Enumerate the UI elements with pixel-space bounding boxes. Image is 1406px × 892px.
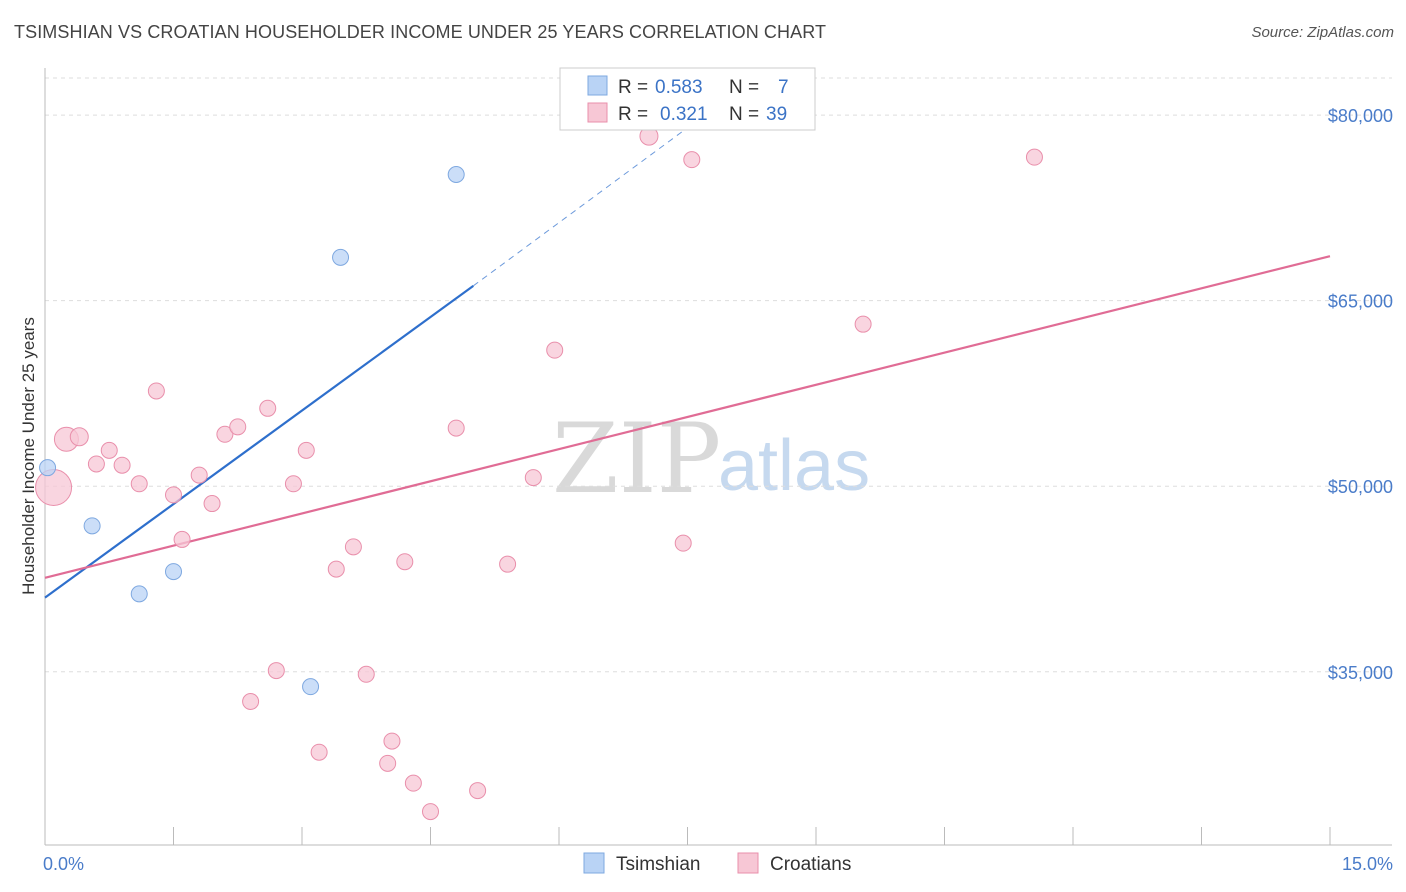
point-croatians [683, 151, 701, 169]
point-croatians [546, 341, 564, 359]
point-tsimshian [39, 459, 57, 477]
point-croatians [297, 441, 315, 459]
x-tick-label: 15.0% [1342, 854, 1393, 874]
point-tsimshian [165, 563, 182, 581]
chart-title: TSIMSHIAN VS CROATIAN HOUSEHOLDER INCOME… [14, 22, 827, 42]
point-croatians [1025, 148, 1043, 166]
point-croatians [242, 692, 260, 710]
legend-r-label-croatians: R = [618, 104, 648, 125]
x-tick-label: 0.0% [43, 854, 84, 874]
point-croatians [284, 475, 302, 493]
point-croatians [469, 782, 487, 800]
bottom-legend-swatch-tsimshian [583, 852, 605, 874]
watermark-zip: ZIP [552, 403, 721, 515]
point-croatians [165, 486, 182, 504]
point-croatians [147, 382, 165, 400]
bottom-legend-label-tsimshian: Tsimshian [616, 854, 700, 875]
legend-n-value-croatians: 39 [766, 104, 787, 125]
y-tick-label: $35,000 [1328, 663, 1393, 683]
point-croatians [130, 475, 148, 493]
point-croatians [404, 774, 422, 792]
point-croatians [379, 754, 397, 772]
legend-swatch-tsimshian [587, 75, 608, 96]
point-croatians [447, 419, 465, 437]
bottom-legend-label-croatians: Croatians [770, 854, 851, 875]
grid-lines [45, 77, 1392, 673]
point-croatians [259, 399, 277, 417]
trend-line-tsimshian [44, 284, 474, 599]
point-croatians [190, 466, 208, 484]
point-tsimshian [302, 678, 320, 696]
legend-r-value-tsimshian: 0.583 [655, 77, 703, 98]
point-tsimshian [332, 248, 350, 266]
legend-r-label-tsimshian: R = [618, 77, 648, 98]
watermark-atlas: atlas [718, 426, 870, 506]
point-croatians [310, 743, 328, 761]
point-croatians [383, 732, 401, 750]
point-tsimshian [130, 585, 148, 603]
legend-r-value-croatians: 0.321 [660, 104, 708, 125]
data-points [35, 126, 1043, 821]
point-croatians [327, 560, 345, 578]
point-croatians [524, 469, 542, 487]
point-croatians [422, 803, 439, 821]
legend: R = 0.583 N = 7 R = 0.321 N = 39 [559, 67, 816, 131]
y-axis-label: Householder Income Under 25 years [19, 317, 38, 595]
source-label: Source: ZipAtlas.com [1251, 24, 1394, 41]
point-croatians [674, 534, 692, 552]
legend-n-label-tsimshian: N = [729, 77, 759, 98]
point-croatians [87, 455, 105, 473]
point-croatians [854, 315, 872, 333]
point-croatians [69, 427, 89, 447]
bottom-legend-swatch-croatians [737, 852, 759, 874]
point-croatians [396, 553, 414, 571]
point-croatians [344, 538, 362, 556]
point-croatians [267, 662, 285, 680]
point-croatians [113, 456, 131, 474]
trend-line-croatians [44, 255, 1331, 579]
legend-n-label-croatians: N = [729, 104, 759, 125]
y-tick-label: $80,000 [1328, 106, 1393, 126]
point-tsimshian [447, 165, 465, 183]
point-croatians [229, 418, 247, 436]
point-croatians [216, 425, 234, 443]
y-tick-label: $50,000 [1328, 477, 1393, 497]
point-croatians [35, 468, 73, 506]
trend-line-tsimshian-extension [473, 114, 705, 287]
point-croatians [100, 441, 118, 459]
point-croatians [203, 495, 221, 513]
bottom-legend: Tsimshian Croatians [583, 852, 851, 875]
point-croatians [357, 665, 375, 683]
point-tsimshian [83, 517, 101, 535]
point-croatians [499, 555, 517, 573]
y-tick-label: $65,000 [1328, 292, 1393, 312]
trend-lines [44, 114, 1331, 599]
legend-n-value-tsimshian: 7 [778, 77, 789, 98]
legend-swatch-croatians [587, 102, 608, 123]
point-croatians [173, 530, 191, 548]
axes: $35,000 $50,000 $65,000 $80,000 0.0% 15.0% [43, 68, 1393, 874]
